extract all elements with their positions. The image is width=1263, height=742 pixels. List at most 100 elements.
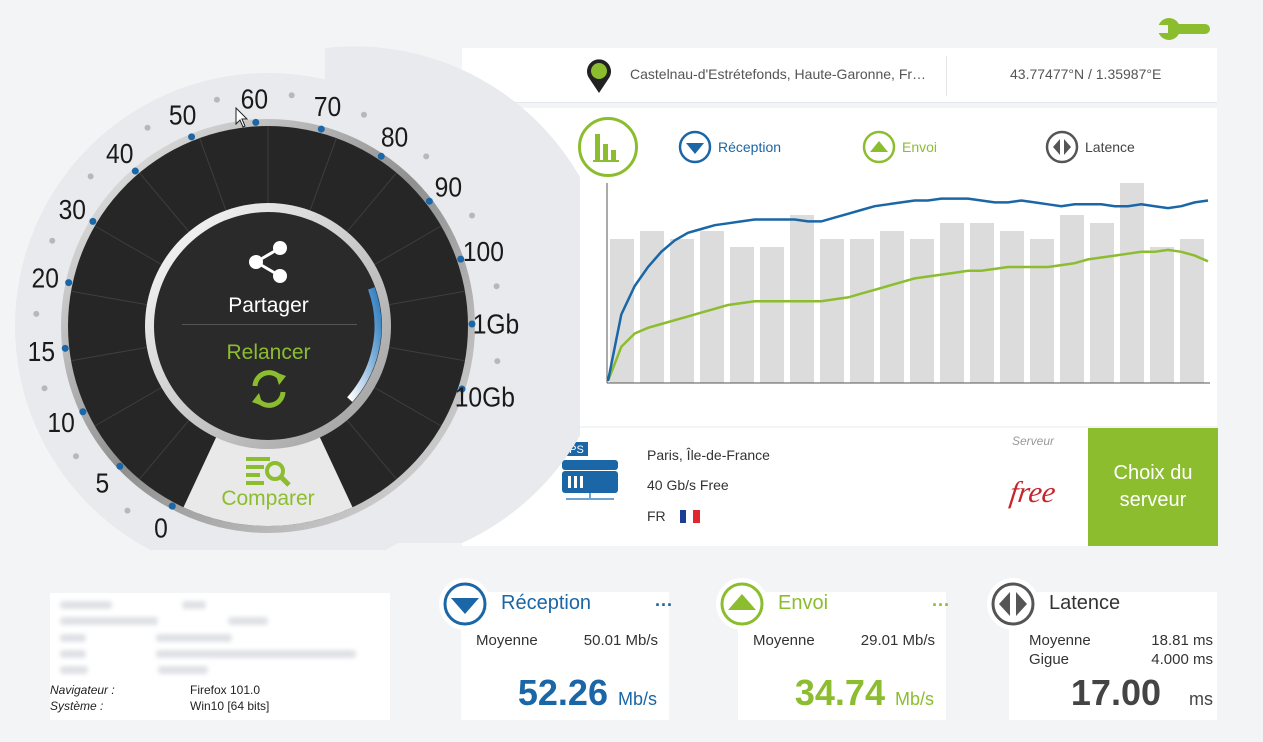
gauge-tick-label: 100 — [463, 236, 504, 268]
latence-average-value: 18.81 ms — [1151, 632, 1213, 649]
latence-value: 17.00 — [1070, 672, 1161, 713]
gauge-tick-label: 30 — [59, 194, 86, 226]
blurred-row — [60, 650, 356, 658]
gauge-minor-tick — [469, 212, 476, 219]
france-flag-icon — [679, 509, 700, 523]
choose-server-button[interactable]: Choix du serveur — [1088, 428, 1218, 546]
reception-average-value: 50.01 Mb/s — [583, 632, 658, 649]
chart-bar — [1030, 239, 1054, 383]
gauge-tick-label: 5 — [96, 467, 110, 499]
reception-title: Réception — [501, 592, 592, 614]
compare-sector[interactable] — [183, 432, 353, 526]
gauge-major-tick — [65, 279, 73, 287]
settings-wrench-icon[interactable] — [1156, 14, 1212, 44]
gauge-spoke — [384, 345, 466, 362]
share-button[interactable]: Partager — [228, 294, 309, 317]
envoi-result: 34.74 Mb/s — [738, 672, 934, 714]
gauge-spoke — [70, 290, 152, 307]
legend-envoi[interactable]: Envoi — [862, 130, 937, 164]
latence-card: Latence Moyenne 18.81 ms Gigue 4.000 ms … — [987, 578, 1217, 720]
chart-bar — [1180, 239, 1204, 383]
graph-toggle-button[interactable] — [578, 117, 638, 177]
reception-unit: Mb/s — [617, 689, 657, 709]
gauge-minor-tick — [49, 237, 56, 244]
relaunch-button[interactable]: Relancer — [226, 341, 311, 364]
location-separator — [946, 56, 947, 96]
server-label: Serveur — [1012, 434, 1055, 448]
gauge-major-tick — [317, 125, 325, 133]
gauge-spoke — [139, 172, 193, 236]
legend-reception[interactable]: Réception — [678, 130, 781, 164]
gauge-major-tick — [79, 408, 87, 416]
reception-arrow-icon — [678, 130, 712, 164]
os-value: Win10 [64 bits] — [190, 699, 270, 713]
gauge-tick-label: 20 — [32, 262, 59, 294]
envoi-card-header: Envoi ... — [716, 578, 956, 630]
gauge-minor-tick — [213, 96, 220, 103]
latency-arrows-icon — [1045, 130, 1079, 164]
gauge-spoke — [343, 416, 397, 480]
chart-bar — [730, 247, 754, 383]
latence-jitter-row: Gigue 4.000 ms — [1029, 651, 1213, 668]
latence-average-label: Moyenne — [1029, 632, 1091, 649]
legend-latence[interactable]: Latence — [1045, 130, 1135, 164]
legend-envoi-label: Envoi — [902, 139, 938, 155]
chart-bar — [760, 247, 784, 383]
gauge-major-tick — [425, 197, 433, 205]
bar-chart-icon — [593, 134, 619, 162]
speed-chart — [606, 183, 1210, 384]
mouse-cursor-icon — [235, 107, 249, 128]
latence-jitter-value: 4.000 ms — [1151, 651, 1213, 668]
reception-more-button[interactable]: ... — [654, 590, 673, 610]
latence-card-header: Latence — [987, 578, 1227, 630]
gauge-tick-label: 70 — [314, 90, 341, 122]
gauge-major-tick — [252, 118, 260, 126]
latence-average-row: Moyenne 18.81 ms — [1029, 632, 1213, 649]
gauge-tick-label: 1Gb — [473, 308, 520, 340]
chart-bar — [1150, 247, 1174, 383]
envoi-card: Envoi ... Moyenne 29.01 Mb/s 34.74 Mb/s — [716, 578, 949, 720]
gauge-tick-label: 15 — [28, 335, 55, 367]
graph-panel: Réception Envoi Latence — [462, 108, 1217, 426]
share-icon[interactable] — [244, 240, 292, 284]
compare-search-icon[interactable] — [244, 454, 292, 488]
gauge-spoke — [199, 137, 229, 216]
gauge-minor-tick — [494, 358, 501, 365]
reception-series-line — [606, 197, 1209, 382]
system-os-row: Système : Win10 [64 bits] — [50, 699, 269, 713]
server-bandwidth: 40 Gb/s Free — [647, 477, 729, 493]
gauge-spoke — [94, 225, 167, 268]
latence-title: Latence — [1049, 592, 1121, 614]
gauge-major-tick — [116, 462, 124, 470]
gauge-major-tick — [188, 133, 196, 141]
gauge-spoke — [369, 384, 442, 427]
location-bar: Castelnau-d'Estrétefonds, Haute-Garonne,… — [462, 48, 1217, 103]
compare-button[interactable]: Comparer — [221, 487, 315, 510]
gauge-tick-label: 0 — [154, 512, 168, 544]
gauge-spoke — [369, 225, 442, 268]
envoi-more-button[interactable]: ... — [931, 590, 950, 610]
refresh-icon[interactable] — [248, 368, 290, 410]
navigator-value: Firefox 101.0 — [190, 683, 261, 697]
gauge-major-tick — [61, 344, 69, 352]
gauge-tick-label: 90 — [435, 171, 462, 203]
server-panel: IPS Paris, Île-de-France 40 Gb/s Free FR… — [462, 428, 1218, 546]
gauge-spoke — [139, 416, 193, 480]
gauge-minor-tick — [288, 92, 295, 99]
chart-bar — [940, 223, 964, 383]
gauge-minor-tick — [124, 507, 131, 514]
gauge-minor-tick — [41, 385, 48, 392]
center-divider — [182, 324, 357, 325]
location-name: Castelnau-d'Estrétefonds, Haute-Garonne,… — [630, 66, 930, 82]
gauge-major-tick — [468, 320, 476, 328]
reception-average-row: Moyenne 50.01 Mb/s — [476, 632, 658, 649]
system-navigator-row: Navigateur : Firefox 101.0 — [50, 683, 260, 697]
latence-result: 17.00 ms — [1009, 672, 1213, 714]
gauge-major-tick — [458, 385, 466, 393]
reception-arrow-icon — [439, 578, 491, 630]
envoi-title: Envoi — [778, 592, 829, 614]
speed-gauge: 0 5 10 15 20 30 40 50 60 70 80 90 100 1Gb 10Gb — [15, 46, 580, 550]
envoi-average-value: 29.01 Mb/s — [860, 632, 935, 649]
blurred-row — [60, 634, 232, 642]
gauge-minor-tick — [423, 153, 430, 160]
